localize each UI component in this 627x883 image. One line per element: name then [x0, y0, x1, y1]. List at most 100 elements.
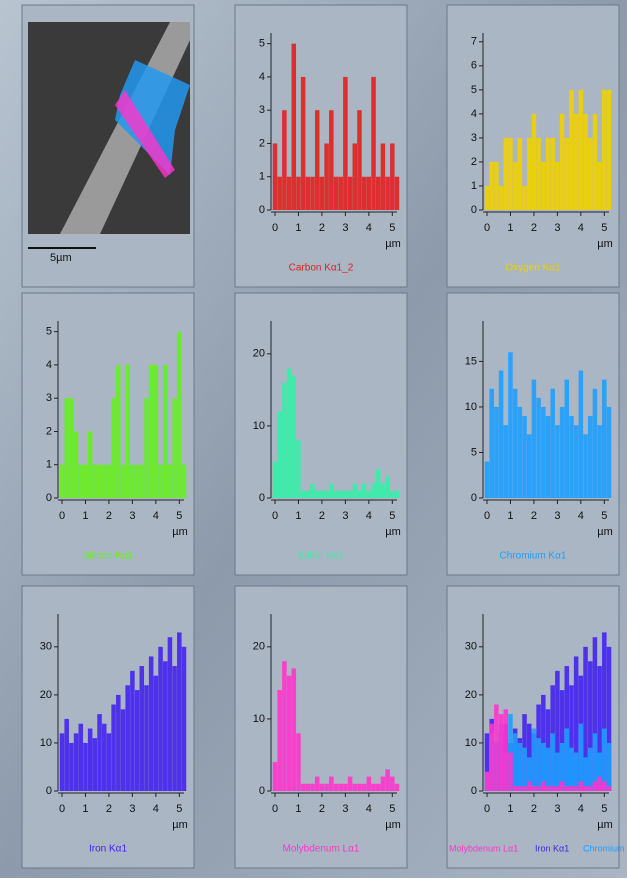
y-tick-label: 7	[471, 36, 477, 48]
bar	[504, 709, 509, 791]
bar	[107, 465, 112, 498]
bar	[301, 491, 306, 498]
bar	[574, 425, 579, 498]
y-tick-label: 0	[259, 492, 265, 504]
y-tick-label: 10	[253, 420, 265, 432]
bar	[149, 365, 154, 498]
bar	[508, 753, 513, 791]
bar	[130, 671, 135, 791]
y-tick-label: 4	[471, 108, 477, 120]
bar	[536, 738, 541, 791]
bar	[579, 90, 584, 210]
bar	[381, 484, 386, 498]
bar	[550, 786, 555, 791]
bar	[532, 786, 537, 791]
bar	[518, 407, 523, 498]
y-tick-label: 5	[471, 84, 477, 96]
bar	[550, 138, 555, 210]
bar	[518, 786, 523, 791]
bar	[310, 484, 315, 498]
bar	[334, 491, 339, 498]
bar	[102, 724, 107, 791]
bar	[292, 668, 297, 791]
bar	[546, 786, 551, 791]
x-tick-label: 0	[484, 510, 490, 522]
y-tick-label: 0	[259, 785, 265, 797]
y-tick-label: 0	[471, 785, 477, 797]
bar	[301, 77, 306, 210]
bar	[555, 786, 560, 791]
bar	[163, 365, 168, 498]
bar	[485, 772, 490, 791]
x-tick-label: 1	[507, 510, 513, 522]
bar	[513, 389, 518, 498]
figure: 5µm 012345012345µmCarbon Kα1_20123456701…	[0, 0, 627, 878]
bar	[93, 738, 98, 791]
bar	[116, 695, 121, 791]
y-tick-label: 15	[465, 355, 477, 367]
bar	[367, 777, 372, 791]
bar	[353, 484, 358, 498]
bar	[135, 690, 140, 791]
bar	[569, 786, 574, 791]
bar	[546, 138, 551, 210]
bar	[508, 352, 513, 498]
bar	[371, 77, 376, 210]
bar	[329, 777, 334, 791]
bar	[154, 365, 159, 498]
bar	[579, 371, 584, 498]
bar	[60, 733, 65, 791]
x-unit: µm	[385, 819, 401, 831]
x-tick-label: 3	[129, 510, 135, 522]
bar	[541, 162, 546, 210]
bar	[593, 389, 598, 498]
bar	[116, 365, 121, 498]
bar	[74, 431, 79, 498]
bar	[144, 685, 149, 791]
bar	[527, 781, 532, 791]
x-tick-label: 1	[295, 510, 301, 522]
bar	[522, 186, 527, 210]
bar	[574, 786, 579, 791]
bar	[485, 186, 490, 210]
bar	[158, 465, 163, 498]
bar	[395, 491, 400, 498]
bar	[158, 647, 163, 791]
bar	[485, 462, 490, 498]
bar	[518, 138, 523, 210]
bar	[376, 177, 381, 210]
bar	[536, 398, 541, 498]
y-tick-label: 3	[259, 104, 265, 116]
bar	[541, 407, 546, 498]
x-tick-label: 3	[342, 803, 348, 815]
bar	[381, 143, 386, 210]
bar	[390, 491, 395, 498]
x-tick-label: 4	[578, 803, 584, 815]
bar	[385, 177, 390, 210]
bar	[489, 162, 494, 210]
bar	[607, 743, 612, 791]
bar	[154, 676, 159, 791]
bar	[287, 177, 292, 210]
y-tick-label: 2	[259, 137, 265, 149]
y-tick-label: 20	[253, 348, 265, 360]
chart-title: Silicon Kα1	[83, 551, 134, 562]
bar	[177, 632, 182, 791]
bar	[560, 114, 565, 210]
x-tick-label: 2	[106, 510, 112, 522]
x-unit: µm	[597, 238, 613, 250]
x-tick-label: 1	[507, 222, 513, 234]
bar	[172, 398, 177, 498]
bar	[579, 781, 584, 791]
bar	[306, 784, 311, 791]
y-tick-label: 2	[46, 425, 52, 437]
bar	[287, 676, 292, 791]
bar	[177, 332, 182, 498]
bar	[565, 380, 570, 498]
bar	[282, 661, 287, 791]
x-tick-label: 0	[59, 803, 65, 815]
bar	[121, 709, 126, 791]
bar	[588, 748, 593, 791]
x-tick-label: 3	[342, 222, 348, 234]
chart-title: Carbon Kα1_2	[289, 263, 354, 274]
